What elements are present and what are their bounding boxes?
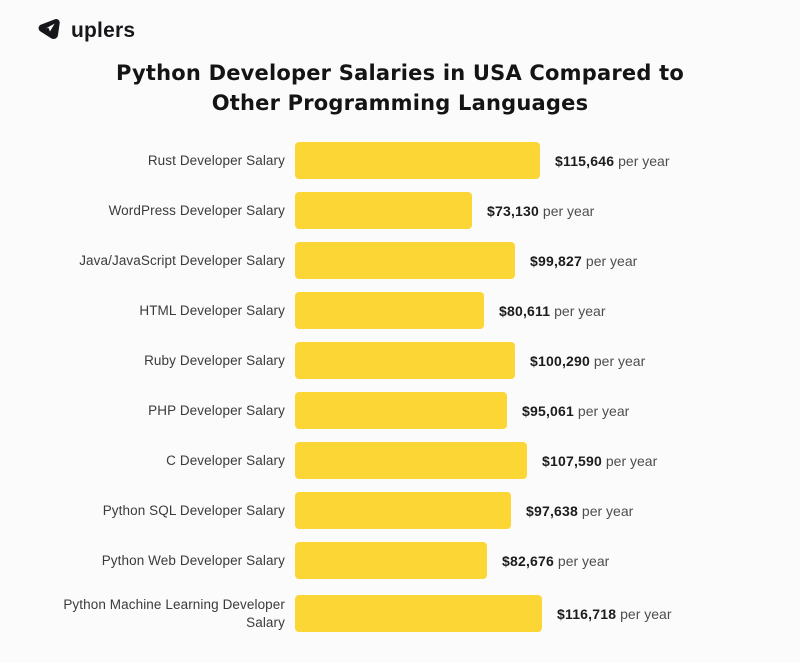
bar-label: C Developer Salary (166, 452, 285, 468)
bar-label: PHP Developer Salary (148, 402, 285, 418)
salary-bar (295, 242, 515, 280)
chart-title-line2: Other Programming Languages (211, 91, 589, 116)
bar-label: HTML Developer Salary (139, 302, 285, 318)
salary-bar (295, 392, 507, 430)
salary-bar (295, 442, 527, 480)
brand-header: uplers (35, 14, 800, 48)
salary-suffix: per year (578, 502, 634, 519)
chart-row: Python SQL Developer Salary $97,638 per y… (0, 486, 800, 536)
salary-amount: $100,290 (530, 352, 590, 369)
salary-suffix: per year (550, 302, 606, 319)
salary-value: $116,718 per year (557, 606, 671, 622)
bar-label: Python Machine Learning Developer Salary (63, 596, 285, 630)
salary-amount: $116,718 (557, 605, 617, 622)
chart-row: Java/JavaScript Developer Salary $99,827 … (0, 236, 800, 286)
salary-suffix: per year (574, 402, 630, 419)
chart-title-line1: Python Developer Salaries in USA Compare… (116, 61, 684, 85)
salary-bar (295, 492, 511, 530)
salary-amount: $99,827 (530, 252, 583, 269)
salary-value: $100,290 per year (530, 353, 645, 369)
salary-amount: $107,590 (542, 452, 602, 469)
salary-suffix: per year (602, 452, 658, 469)
bar-label: Python Web Developer Salary (101, 552, 285, 568)
bar-label: WordPress Developer Salary (108, 202, 285, 218)
salary-amount: $115,646 (555, 152, 615, 169)
salary-suffix: per year (616, 605, 672, 622)
bar-label: Ruby Developer Salary (144, 352, 285, 368)
chart-row: WordPress Developer Salary $73,130 per ye… (0, 186, 800, 236)
salary-suffix: per year (554, 552, 610, 569)
chart-row: C Developer Salary $107,590 per year (0, 436, 800, 486)
salary-value: $99,827 per year (530, 253, 637, 269)
bar-label: Python SQL Developer Salary (102, 502, 285, 518)
chart-row: PHP Developer Salary $95,061 per year (0, 386, 800, 436)
salary-value: $73,130 per year (487, 203, 594, 219)
salary-amount: $95,061 (522, 402, 575, 419)
salary-suffix: per year (539, 202, 595, 219)
salary-suffix: per year (582, 252, 638, 269)
salary-bar (295, 142, 540, 180)
salary-value: $95,061 per year (522, 403, 629, 419)
salary-bar (295, 292, 484, 330)
chart-row: HTML Developer Salary $80,611 per year (0, 286, 800, 336)
chart-title: Python Developer Salaries in USA Compare… (0, 58, 800, 119)
salary-amount: $97,638 (526, 502, 579, 519)
salary-suffix: per year (590, 352, 646, 369)
salary-value: $115,646 per year (555, 153, 669, 169)
salary-bar (295, 192, 472, 230)
salary-amount: $82,676 (502, 552, 555, 569)
chart-row: Ruby Developer Salary $100,290 per year (0, 336, 800, 386)
bar-label: Rust Developer Salary (147, 152, 285, 168)
bar-label: Java/JavaScript Developer Salary (79, 252, 285, 268)
salary-value: $107,590 per year (542, 453, 657, 469)
salary-bar (295, 342, 515, 380)
chart-row: Rust Developer Salary $115,646 per year (0, 136, 800, 186)
chart-row: Python Machine Learning Developer Salary… (0, 586, 800, 642)
brand-name: uplers (71, 19, 136, 42)
salary-value: $97,638 per year (526, 503, 633, 519)
salary-value: $82,676 per year (502, 553, 609, 569)
salary-amount: $73,130 (487, 202, 540, 219)
salary-bar (295, 542, 487, 580)
salary-value: $80,611 per year (499, 303, 605, 319)
salary-amount: $80,611 (499, 302, 551, 319)
salary-suffix: per year (614, 152, 670, 169)
chart-row: Python Web Developer Salary $82,676 per y… (0, 536, 800, 586)
salary-bar (295, 595, 542, 633)
salary-chart: Rust Developer Salary $115,646 per year Wo… (0, 136, 800, 642)
uplers-logo-icon (38, 19, 60, 39)
